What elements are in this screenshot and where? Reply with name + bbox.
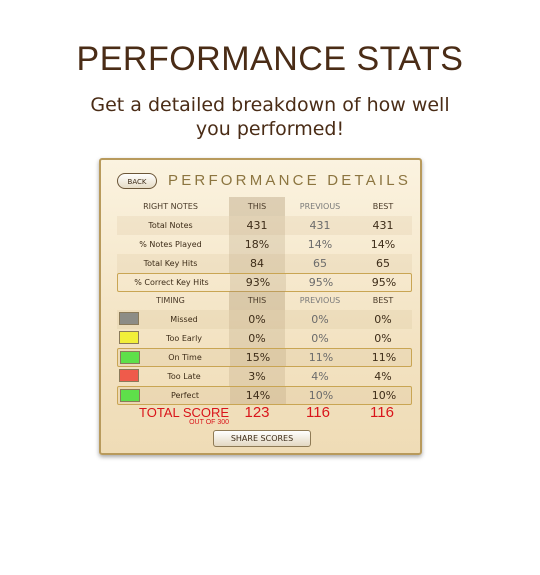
previous-value: 0% bbox=[290, 329, 350, 348]
best-value: 0% bbox=[354, 329, 412, 348]
row-label: On Time bbox=[144, 349, 226, 366]
timing-header: TIMING THIS PREVIOUS BEST bbox=[117, 291, 412, 310]
this-value: 15% bbox=[230, 349, 286, 366]
share-scores-button[interactable]: SHARE SCORES bbox=[213, 430, 311, 447]
previous-value: 65 bbox=[290, 254, 350, 273]
row-label: Total Notes bbox=[117, 216, 224, 235]
header-label: RIGHT NOTES bbox=[117, 197, 224, 216]
page-subtitle: Get a detailed breakdown of how well you… bbox=[80, 93, 460, 141]
previous-value: 10% bbox=[291, 387, 351, 404]
previous-value: 0% bbox=[290, 310, 350, 329]
row-label: Total Key Hits bbox=[117, 254, 224, 273]
perfect-color-swatch bbox=[120, 389, 140, 402]
previous-value: 11% bbox=[291, 349, 351, 366]
row-label: Missed bbox=[143, 310, 225, 329]
performance-details-panel: BACK PERFORMANCE DETAILS RIGHT NOTES THI… bbox=[99, 158, 422, 455]
table-row: Total Notes 431 431 431 bbox=[117, 216, 412, 235]
this-value: 431 bbox=[229, 216, 285, 235]
too-late-color-swatch bbox=[119, 369, 139, 382]
header-this: THIS bbox=[229, 197, 285, 216]
this-value: 0% bbox=[229, 329, 285, 348]
total-score-best: 116 bbox=[354, 404, 410, 421]
this-value: 0% bbox=[229, 310, 285, 329]
header-previous: PREVIOUS bbox=[290, 197, 350, 216]
previous-value: 4% bbox=[290, 367, 350, 386]
table-row: Too Late 3% 4% 4% bbox=[117, 367, 412, 386]
previous-value: 14% bbox=[290, 235, 350, 254]
best-value: 11% bbox=[355, 349, 413, 366]
total-score-previous: 116 bbox=[290, 404, 346, 421]
this-value: 93% bbox=[230, 274, 286, 291]
panel-title: PERFORMANCE DETAILS bbox=[168, 172, 411, 189]
table-row: % Notes Played 18% 14% 14% bbox=[117, 235, 412, 254]
total-score-subtitle: OUT OF 300 bbox=[139, 419, 229, 427]
this-value: 3% bbox=[229, 367, 285, 386]
row-label: % Correct Key Hits bbox=[118, 274, 225, 291]
best-value: 431 bbox=[354, 216, 412, 235]
table-row: Perfect 14% 10% 10% bbox=[117, 386, 412, 405]
this-value: 14% bbox=[230, 387, 286, 404]
right-notes-table: RIGHT NOTES THIS PREVIOUS BEST Total Not… bbox=[117, 197, 412, 292]
row-label: Too Early bbox=[143, 329, 225, 348]
header-this: THIS bbox=[229, 291, 285, 310]
back-button[interactable]: BACK bbox=[117, 173, 157, 189]
best-value: 95% bbox=[355, 274, 413, 291]
row-label: Perfect bbox=[144, 387, 226, 404]
header-best: BEST bbox=[354, 291, 412, 310]
best-value: 14% bbox=[354, 235, 412, 254]
table-row: Missed 0% 0% 0% bbox=[117, 310, 412, 329]
best-value: 65 bbox=[354, 254, 412, 273]
total-score-label: TOTAL SCORE OUT OF 300 bbox=[139, 406, 229, 427]
missed-color-swatch bbox=[119, 312, 139, 325]
table-row: Too Early 0% 0% 0% bbox=[117, 329, 412, 348]
best-value: 0% bbox=[354, 310, 412, 329]
table-row: On Time 15% 11% 11% bbox=[117, 348, 412, 367]
total-score-title: TOTAL SCORE bbox=[139, 406, 229, 419]
this-value: 18% bbox=[229, 235, 285, 254]
header-label: TIMING bbox=[117, 291, 224, 310]
too-early-color-swatch bbox=[119, 331, 139, 344]
best-value: 4% bbox=[354, 367, 412, 386]
previous-value: 431 bbox=[290, 216, 350, 235]
header-previous: PREVIOUS bbox=[290, 291, 350, 310]
previous-value: 95% bbox=[291, 274, 351, 291]
table-row: % Correct Key Hits 93% 95% 95% bbox=[117, 273, 412, 292]
this-value: 84 bbox=[229, 254, 285, 273]
page-title: PERFORMANCE STATS bbox=[0, 40, 540, 79]
header-best: BEST bbox=[354, 197, 412, 216]
row-label: Too Late bbox=[143, 367, 225, 386]
best-value: 10% bbox=[355, 387, 413, 404]
total-score-this: 123 bbox=[229, 404, 285, 421]
right-notes-header: RIGHT NOTES THIS PREVIOUS BEST bbox=[117, 197, 412, 216]
table-row: Total Key Hits 84 65 65 bbox=[117, 254, 412, 273]
row-label: % Notes Played bbox=[117, 235, 224, 254]
on-time-color-swatch bbox=[120, 351, 140, 364]
timing-table: TIMING THIS PREVIOUS BEST Missed 0% 0% 0… bbox=[117, 291, 412, 405]
